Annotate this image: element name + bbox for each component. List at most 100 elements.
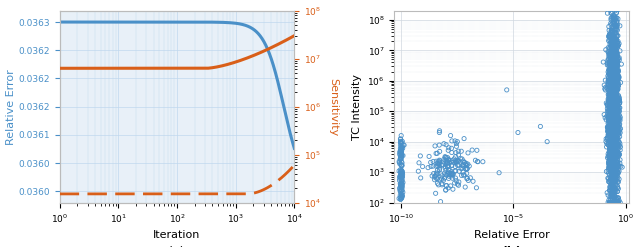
Point xyxy=(607,131,618,135)
Point xyxy=(603,112,613,116)
Point xyxy=(606,110,616,114)
Point xyxy=(606,82,616,86)
Point xyxy=(609,56,619,60)
Point xyxy=(458,164,468,168)
Point xyxy=(605,3,615,7)
Point xyxy=(605,98,616,102)
Point xyxy=(609,154,619,158)
Point xyxy=(604,98,614,102)
Point xyxy=(610,79,620,83)
Point xyxy=(604,102,614,106)
Point xyxy=(612,201,622,205)
Point xyxy=(610,179,620,183)
Point xyxy=(610,149,620,153)
Point xyxy=(607,139,618,143)
Point xyxy=(605,130,616,134)
Point xyxy=(611,100,621,103)
Point xyxy=(605,150,616,154)
Point xyxy=(611,61,621,65)
Point xyxy=(609,41,620,45)
Point xyxy=(609,114,620,118)
Point xyxy=(607,185,617,189)
Point xyxy=(603,83,613,87)
Point xyxy=(609,80,620,83)
Point xyxy=(433,162,444,165)
Point xyxy=(608,84,618,88)
Point xyxy=(606,63,616,67)
Point xyxy=(606,83,616,87)
Point xyxy=(397,139,408,143)
Point xyxy=(609,176,620,180)
Point xyxy=(605,109,615,113)
Point xyxy=(611,81,621,85)
Point xyxy=(611,99,621,103)
Point xyxy=(611,152,621,156)
Point xyxy=(608,96,618,100)
Point xyxy=(607,127,617,131)
Point xyxy=(542,140,552,144)
Point xyxy=(613,81,623,85)
Point xyxy=(611,57,621,61)
Point xyxy=(610,88,620,92)
Point xyxy=(608,143,618,147)
Point xyxy=(396,155,406,159)
Point xyxy=(608,148,618,152)
Point xyxy=(609,28,620,32)
Point xyxy=(607,201,618,205)
Point xyxy=(604,25,614,29)
Point xyxy=(608,117,618,121)
Point xyxy=(605,77,616,81)
Point xyxy=(609,100,619,104)
Point xyxy=(610,53,620,57)
Point xyxy=(606,120,616,124)
Point xyxy=(607,90,618,94)
Point xyxy=(610,63,620,67)
Point xyxy=(612,70,622,74)
Point xyxy=(611,100,621,104)
Point xyxy=(599,113,609,117)
Point xyxy=(611,92,621,96)
Point xyxy=(611,201,621,205)
Point xyxy=(607,141,617,145)
Point xyxy=(610,98,620,102)
Point xyxy=(429,171,439,175)
Point xyxy=(604,119,614,123)
Point xyxy=(609,22,620,26)
Point xyxy=(610,116,620,120)
Point xyxy=(607,145,617,149)
Point xyxy=(471,186,481,190)
Point xyxy=(606,95,616,99)
Point xyxy=(605,126,616,130)
Point xyxy=(609,110,619,114)
Point xyxy=(612,110,623,114)
Point xyxy=(607,117,618,121)
Point xyxy=(394,169,404,173)
Point xyxy=(610,95,620,99)
Point xyxy=(605,182,616,186)
Point xyxy=(458,163,468,166)
Point xyxy=(607,81,618,84)
Point xyxy=(604,201,614,205)
Point xyxy=(608,91,618,95)
Point xyxy=(607,201,617,205)
Point xyxy=(605,105,615,109)
Point xyxy=(608,103,618,107)
Point xyxy=(606,80,616,84)
Point xyxy=(612,70,622,74)
Point xyxy=(610,64,620,68)
Point xyxy=(609,122,619,126)
Point xyxy=(609,114,619,118)
Point xyxy=(608,91,618,95)
Point xyxy=(604,39,614,43)
Point xyxy=(606,118,616,122)
Point xyxy=(604,156,614,160)
Point xyxy=(607,138,618,142)
Point xyxy=(610,91,620,95)
Point xyxy=(609,55,620,59)
Point xyxy=(605,201,615,205)
Point xyxy=(607,99,617,103)
Point xyxy=(611,110,621,114)
Point xyxy=(607,143,618,146)
Point xyxy=(395,187,405,191)
Point xyxy=(609,147,619,151)
